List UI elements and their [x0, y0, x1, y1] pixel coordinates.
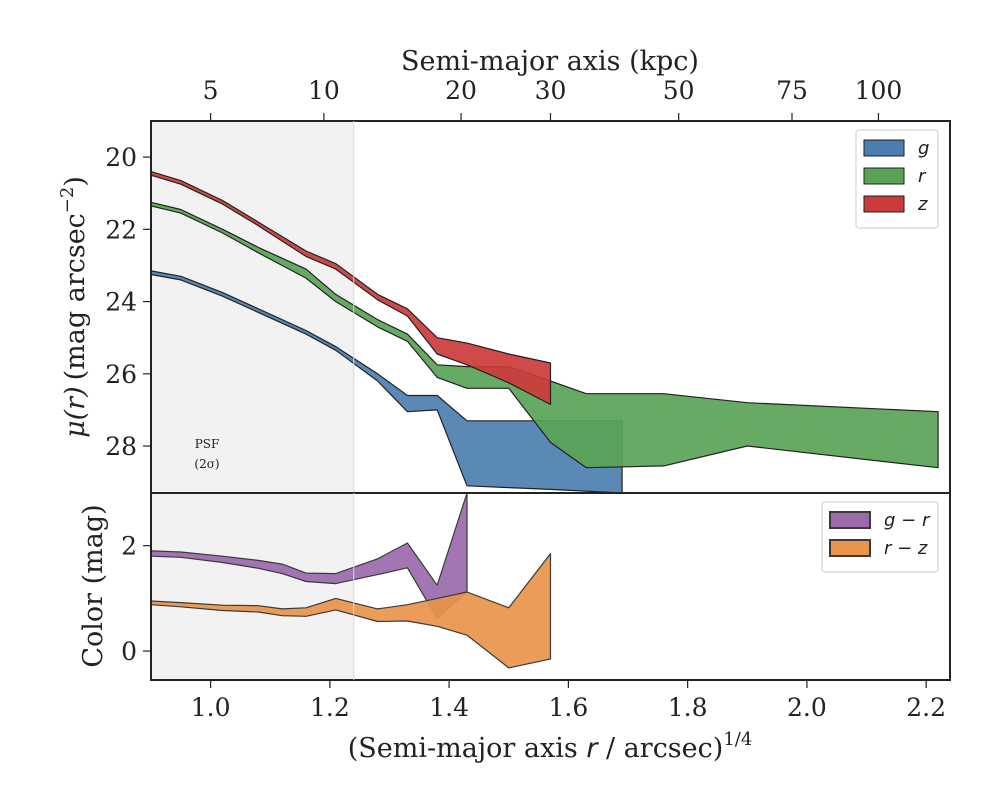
sb-legend-swatch-g — [863, 139, 905, 157]
xtick-label: 1.4 — [429, 693, 469, 722]
color-legend: g − r r − z — [821, 501, 939, 573]
psf-shaded-region-color — [151, 493, 354, 680]
top-y-axis-label-units: (mag arcsec — [60, 213, 91, 380]
sb-legend-label-r: r — [918, 166, 927, 187]
xtick-label: 1.0 — [191, 693, 231, 722]
mu-symbol: μ(r) — [60, 386, 91, 438]
color-ytick-label: 2 — [121, 532, 137, 561]
x-axis-label-main: (Semi-major axis — [348, 733, 587, 764]
top-y-axis-label-exponent: −2 — [57, 187, 78, 214]
top-y-axis-label-close: ) — [60, 176, 91, 187]
sb-ytick-label: 20 — [105, 143, 137, 172]
top-x-axis-label: Semi-major axis (kpc) — [401, 46, 699, 77]
sb-ytick-label: 28 — [105, 432, 137, 461]
x-axis-label: (Semi-major axis r / arcsec)1/4 — [348, 729, 753, 764]
xtick-label: 2.2 — [906, 693, 946, 722]
sb-legend-label-z: z — [917, 194, 928, 215]
color-bands — [150, 492, 552, 669]
sb-ytick-label: 26 — [105, 360, 137, 389]
xtick-label: 1.8 — [668, 693, 708, 722]
sb-ytick-label: 24 — [105, 288, 137, 317]
color-legend-label-r-z: r − z — [884, 538, 928, 559]
top-xtick-label: 75 — [776, 76, 808, 105]
top-xtick-label: 100 — [855, 76, 903, 105]
top-xtick-label: 20 — [445, 76, 477, 105]
color-frame — [150, 492, 951, 681]
surface-brightness-legend: grz — [855, 129, 939, 229]
color-axes: 0 2 1.0 1.2 1.4 1.6 1.8 2.0 2.2 — [121, 532, 946, 722]
xtick-label: 1.2 — [310, 693, 350, 722]
sb-legend-swatch-r — [863, 167, 905, 185]
color-legend-swatch-g-r — [829, 511, 871, 529]
sb-ytick-label: 22 — [105, 215, 137, 244]
surface-brightness-axes: 20 22 24 26 28 5 10 20 30 50 75 100 — [105, 76, 902, 461]
top-y-axis-label: μ(r) (mag arcsec−2) — [57, 176, 91, 438]
color-band-r-z — [150, 553, 552, 669]
top-xtick-label: 10 — [308, 76, 340, 105]
xtick-label: 1.6 — [549, 693, 589, 722]
color-legend-swatch-r-z — [829, 539, 871, 557]
psf-sublabel: (2σ) — [194, 457, 219, 471]
color-legend-label-g-r: g − r — [884, 510, 931, 531]
top-xtick-label: 30 — [535, 76, 567, 105]
surface-brightness-panel: 20 22 24 26 28 5 10 20 30 50 75 100 PSF (2σ) grz — [105, 76, 951, 494]
sb-band-r — [150, 201, 939, 469]
sb-band-z — [150, 171, 552, 406]
x-axis-label-r: r — [586, 733, 599, 764]
xtick-label: 2.0 — [787, 693, 827, 722]
color-ytick-label: 0 — [121, 637, 137, 666]
sb-legend-swatch-z — [863, 195, 905, 213]
color-panel: 0 2 1.0 1.2 1.4 1.6 1.8 2.0 2.2 g − r r − z — [121, 492, 951, 722]
bottom-y-axis-label: Color (mag) — [78, 504, 109, 667]
x-axis-label-tail: / arcsec) — [597, 733, 723, 764]
top-xtick-label: 5 — [203, 76, 219, 105]
sb-legend-label-g: g — [918, 138, 929, 159]
x-axis-label-exponent: 1/4 — [723, 729, 752, 750]
psf-label: PSF — [195, 437, 220, 451]
top-xtick-label: 50 — [663, 76, 695, 105]
